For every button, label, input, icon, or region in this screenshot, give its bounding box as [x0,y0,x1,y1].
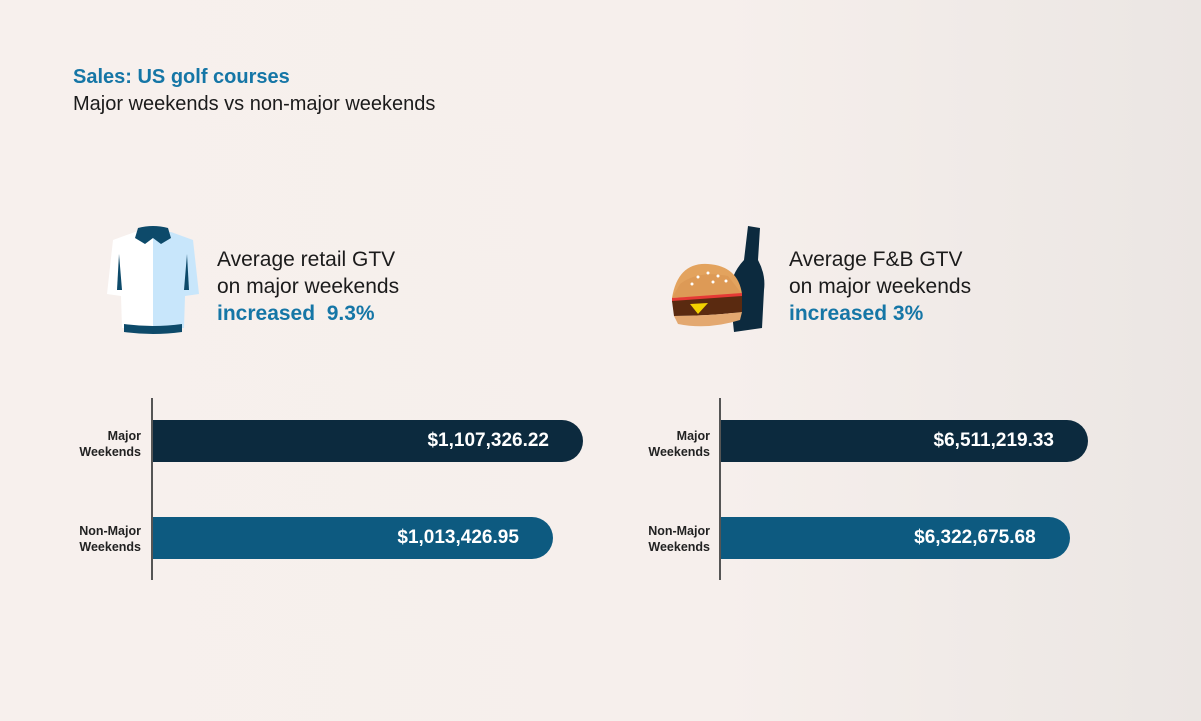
fnb-bar-non-major: $6,322,675.68 [721,517,1070,559]
fnb-category-non-major: Non-Major Weekends [648,524,710,554]
fnb-axis [719,398,721,580]
fnb-bar-major-label: $6,511,219.33 [933,430,1054,451]
retail-bar-major-label: $1,107,326.22 [427,430,549,451]
shirt-icon [107,226,199,334]
fnb-headline-line1: Average F&B GTV [789,248,963,271]
fnb-bar-non-major-label: $6,322,675.68 [914,527,1036,548]
retail-axis [151,398,153,580]
retail-headline-line1: Average retail GTV [217,248,396,271]
fnb-bar-major: $6,511,219.33 [721,420,1088,462]
retail-category-major: Major Weekends [79,429,141,459]
fnb-increase: increased 3% [789,302,924,325]
retail-bar-non-major-label: $1,013,426.95 [397,527,519,548]
retail-headline-line2: on major weekends [217,275,400,298]
retail-bar-major: $1,107,326.22 [153,420,583,462]
fnb-category-major: Major Weekends [648,429,710,459]
retail-bar-non-major: $1,013,426.95 [153,517,553,559]
fnb-headline-line2: on major weekends [789,275,972,298]
page-title: Sales: US golf courses [73,66,290,88]
retail-increase: increased 9.3% [217,302,375,325]
retail-category-non-major: Non-Major Weekends [79,524,141,554]
fnb-headline: Average F&B GTV on major weekends increa… [789,246,971,327]
page-subtitle: Major weekends vs non-major weekends [73,93,436,115]
retail-headline: Average retail GTV on major weekends inc… [217,246,399,327]
burger-and-bottle-icon [672,226,765,332]
